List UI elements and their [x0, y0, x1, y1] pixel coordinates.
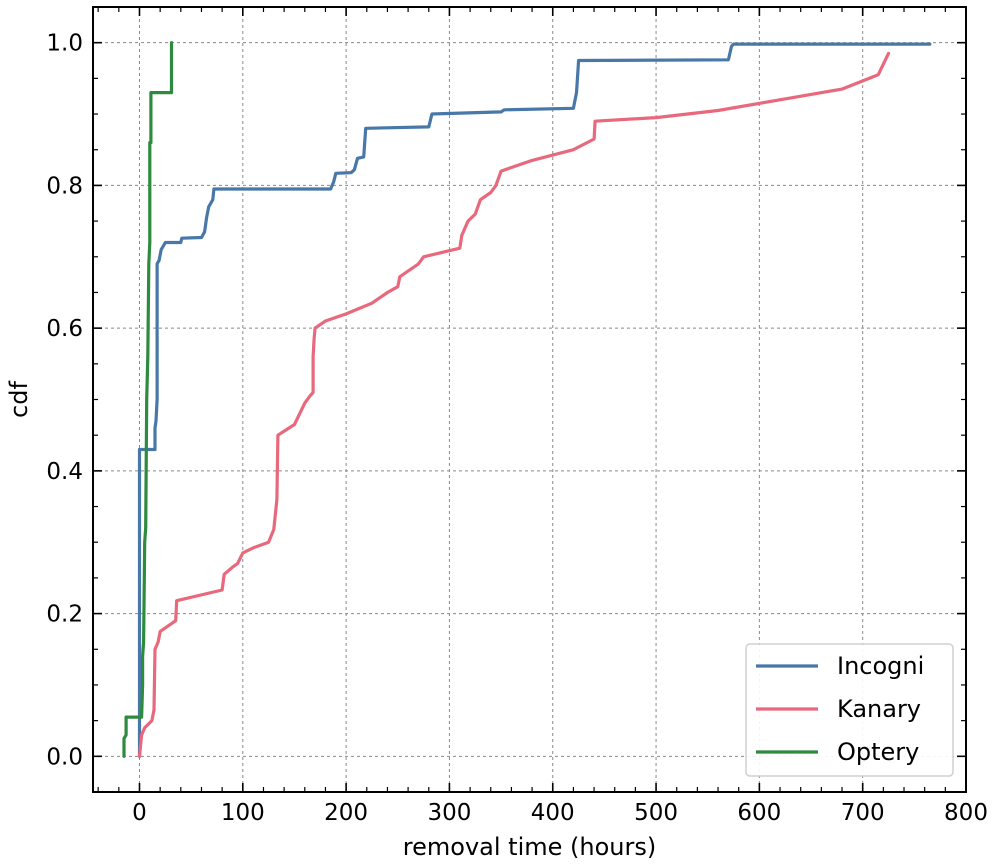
x-tick-label: 200 — [324, 800, 368, 826]
y-tick-label: 0.0 — [46, 744, 83, 770]
legend-box — [745, 643, 954, 777]
y-tick-label: 0.2 — [46, 602, 83, 628]
axis-ticks — [93, 6, 967, 793]
y-tick-labels: 0.0 0.2 0.4 0.6 0.8 1.0 — [46, 31, 83, 771]
x-tick-label: 500 — [634, 800, 678, 826]
y-tick-label: 0.8 — [46, 173, 83, 199]
series-line-incogni — [137, 42, 932, 758]
x-tick-label: 800 — [944, 800, 988, 826]
x-tick-label: 0 — [132, 800, 147, 826]
series-line-optery — [122, 41, 174, 758]
x-tick-label: 100 — [221, 800, 265, 826]
gridlines — [93, 7, 966, 792]
legend-label-incogni: Incogni — [837, 652, 924, 680]
legend-label-kanary: Kanary — [837, 695, 921, 723]
series-lines — [122, 41, 932, 758]
y-tick-label: 0.4 — [46, 459, 83, 485]
x-tick-label: 600 — [737, 800, 781, 826]
x-tick-label: 700 — [841, 800, 885, 826]
legend-label-optery: Optery — [837, 738, 919, 766]
x-tick-label: 400 — [531, 800, 575, 826]
x-tick-labels: 0 100 200 300 400 500 600 700 800 — [132, 800, 988, 826]
legend: Incogni Kanary Optery — [745, 643, 954, 777]
x-tick-label: 300 — [427, 800, 471, 826]
y-tick-label: 0.6 — [46, 316, 83, 342]
y-axis-label: cdf — [5, 381, 33, 418]
y-tick-label: 1.0 — [46, 31, 83, 57]
series-line-kanary — [137, 51, 891, 758]
x-axis-label: removal time (hours) — [403, 833, 656, 861]
